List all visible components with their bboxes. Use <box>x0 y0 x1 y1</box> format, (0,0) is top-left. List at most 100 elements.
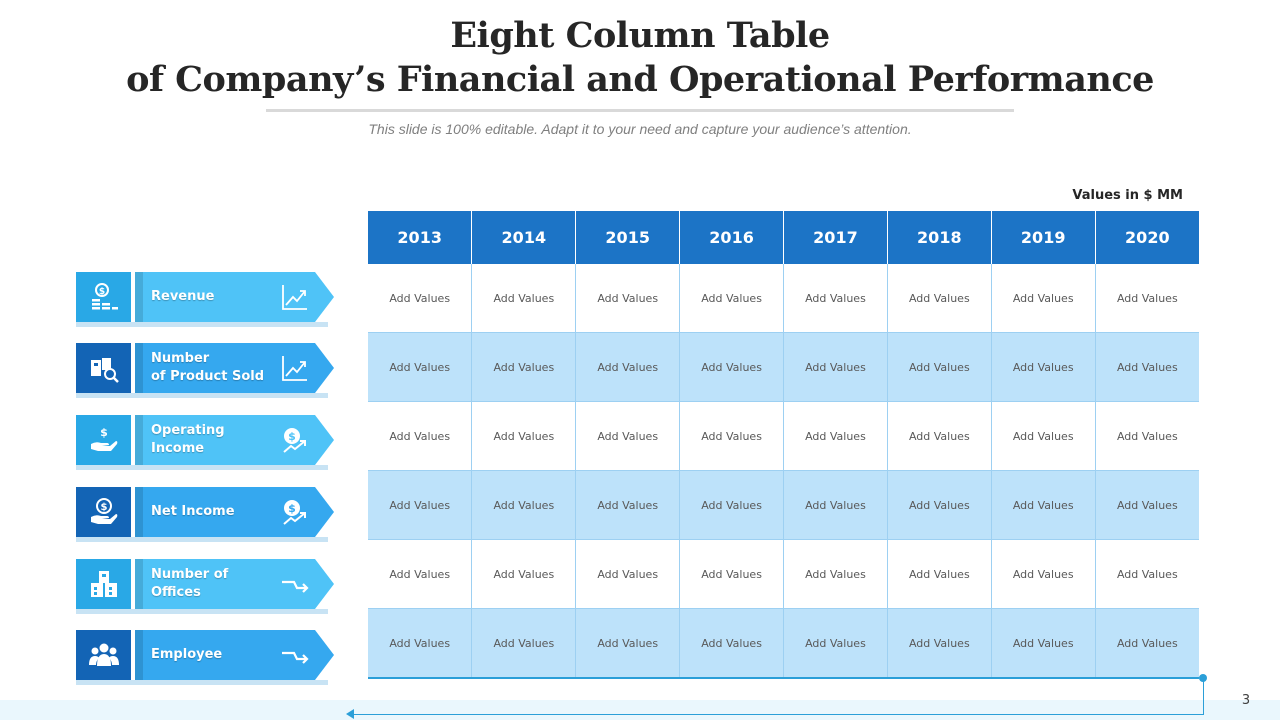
label-divider <box>131 343 135 393</box>
footer-dot <box>1199 674 1207 682</box>
table-cell[interactable]: Add Values <box>575 332 681 402</box>
row-label-text: Number of Product Sold <box>151 343 281 393</box>
row-label-line: Number <box>151 351 210 366</box>
table-cell[interactable]: Add Values <box>886 264 992 333</box>
table-cell[interactable]: Add Values <box>886 401 992 471</box>
title-underline <box>266 109 1014 112</box>
table-cell[interactable]: Add Values <box>575 401 681 471</box>
table-cell[interactable]: Add Values <box>783 470 888 540</box>
column-header: 2020 <box>1094 211 1199 264</box>
svg-text:$: $ <box>98 287 104 297</box>
table-cell[interactable]: Add Values <box>886 470 992 540</box>
table-cell[interactable]: Add Values <box>471 470 577 540</box>
table-cell[interactable]: Add Values <box>1094 608 1199 679</box>
row-label-shadow <box>76 680 328 685</box>
row-label-shadow <box>76 322 328 327</box>
banner-edge <box>135 272 143 322</box>
table-cell[interactable]: Add Values <box>368 470 473 540</box>
row-label-shadow <box>76 393 328 398</box>
table-row: Add Values Add Values Add Values Add Val… <box>368 608 1199 679</box>
table-cell[interactable]: Add Values <box>575 608 681 679</box>
slide-subtitle: This slide is 100% editable. Adapt it to… <box>368 121 912 137</box>
footer-connector <box>1203 678 1204 715</box>
table-cell[interactable]: Add Values <box>368 332 473 402</box>
row-label-line: of Product Sold <box>151 369 265 384</box>
table-cell[interactable]: Add Values <box>1094 332 1199 402</box>
column-header: 2013 <box>368 211 473 264</box>
table-cell[interactable]: Add Values <box>783 608 888 679</box>
table-cell[interactable]: Add Values <box>990 332 1096 402</box>
table-cell[interactable]: Add Values <box>990 470 1096 540</box>
table-cell[interactable]: Add Values <box>990 608 1096 679</box>
hand-dollar-icon: $ <box>76 415 131 465</box>
table-row: Add Values Add Values Add Values Add Val… <box>368 264 1199 333</box>
table-cell[interactable]: Add Values <box>886 539 992 609</box>
row-label-net-income: $ Net Income $ <box>76 487 334 542</box>
units-label: Values in $ MM <box>1072 188 1183 203</box>
footer-band <box>0 700 1280 720</box>
table-cell[interactable]: Add Values <box>679 264 784 333</box>
table-cell[interactable]: Add Values <box>575 539 681 609</box>
table-cell[interactable]: Add Values <box>783 264 888 333</box>
svg-text:$: $ <box>100 426 108 439</box>
table-cell[interactable]: Add Values <box>575 470 681 540</box>
footer-line <box>352 714 1204 715</box>
money-stack-icon: $ <box>76 272 131 322</box>
table-cell[interactable]: Add Values <box>783 401 888 471</box>
column-header: 2016 <box>679 211 784 264</box>
product-boxes-icon <box>76 343 131 393</box>
table-cell[interactable]: Add Values <box>783 332 888 402</box>
table-cell[interactable]: Add Values <box>471 332 577 402</box>
label-divider <box>131 272 135 322</box>
table-cell[interactable]: Add Values <box>368 264 473 333</box>
column-header: 2019 <box>990 211 1096 264</box>
table-cell[interactable]: Add Values <box>368 539 473 609</box>
column-header: 2014 <box>471 211 577 264</box>
arrow-right-icon <box>280 569 310 599</box>
table-cell[interactable]: Add Values <box>679 608 784 679</box>
table-header-row: 2013 2014 2015 2016 2017 2018 2019 2020 <box>368 211 1199 264</box>
table-cell[interactable]: Add Values <box>471 608 577 679</box>
row-label-banner: Operating Income $ <box>135 415 334 465</box>
table-cell[interactable]: Add Values <box>886 332 992 402</box>
table-cell[interactable]: Add Values <box>679 470 784 540</box>
title-line-1: Eight Column Table <box>450 15 830 56</box>
table-cell[interactable]: Add Values <box>368 608 473 679</box>
row-label-product-sold: Number of Product Sold <box>76 343 334 398</box>
table-cell[interactable]: Add Values <box>783 539 888 609</box>
column-header: 2017 <box>783 211 888 264</box>
page-number: 3 <box>1241 693 1251 708</box>
row-label-text: Number of Offices <box>151 559 281 609</box>
table-cell[interactable]: Add Values <box>471 264 577 333</box>
table-cell[interactable]: Add Values <box>679 539 784 609</box>
row-label-employee: Employee <box>76 630 334 685</box>
table-cell[interactable]: Add Values <box>575 264 681 333</box>
row-label-text: Operating Income <box>151 415 281 465</box>
row-label-text: Net Income <box>151 487 281 537</box>
table-cell[interactable]: Add Values <box>990 264 1096 333</box>
banner-edge <box>135 415 143 465</box>
arrow-right-icon <box>280 640 310 670</box>
row-label-line: Net Income <box>151 504 235 519</box>
table-cell[interactable]: Add Values <box>679 401 784 471</box>
dollar-trend-icon: $ <box>280 425 310 455</box>
table-cell[interactable]: Add Values <box>471 401 577 471</box>
row-label-offices: Number of Offices <box>76 559 334 614</box>
svg-text:$: $ <box>288 430 296 443</box>
row-label-shadow <box>76 465 328 470</box>
table-cell[interactable]: Add Values <box>471 539 577 609</box>
table-cell[interactable]: Add Values <box>1094 539 1199 609</box>
table-cell[interactable]: Add Values <box>679 332 784 402</box>
table-cell[interactable]: Add Values <box>886 608 992 679</box>
table-cell[interactable]: Add Values <box>1094 401 1199 471</box>
table-cell[interactable]: Add Values <box>1094 470 1199 540</box>
table-cell[interactable]: Add Values <box>368 401 473 471</box>
row-label-operating-income: $ Operating Income $ <box>76 415 334 470</box>
svg-text:$: $ <box>100 502 107 513</box>
data-table: 2013 2014 2015 2016 2017 2018 2019 2020 … <box>368 211 1199 679</box>
table-cell[interactable]: Add Values <box>990 401 1096 471</box>
table-cell[interactable]: Add Values <box>990 539 1096 609</box>
row-label-line: Operating Income <box>151 423 225 456</box>
row-label-shadow <box>76 609 328 614</box>
table-cell[interactable]: Add Values <box>1094 264 1199 333</box>
